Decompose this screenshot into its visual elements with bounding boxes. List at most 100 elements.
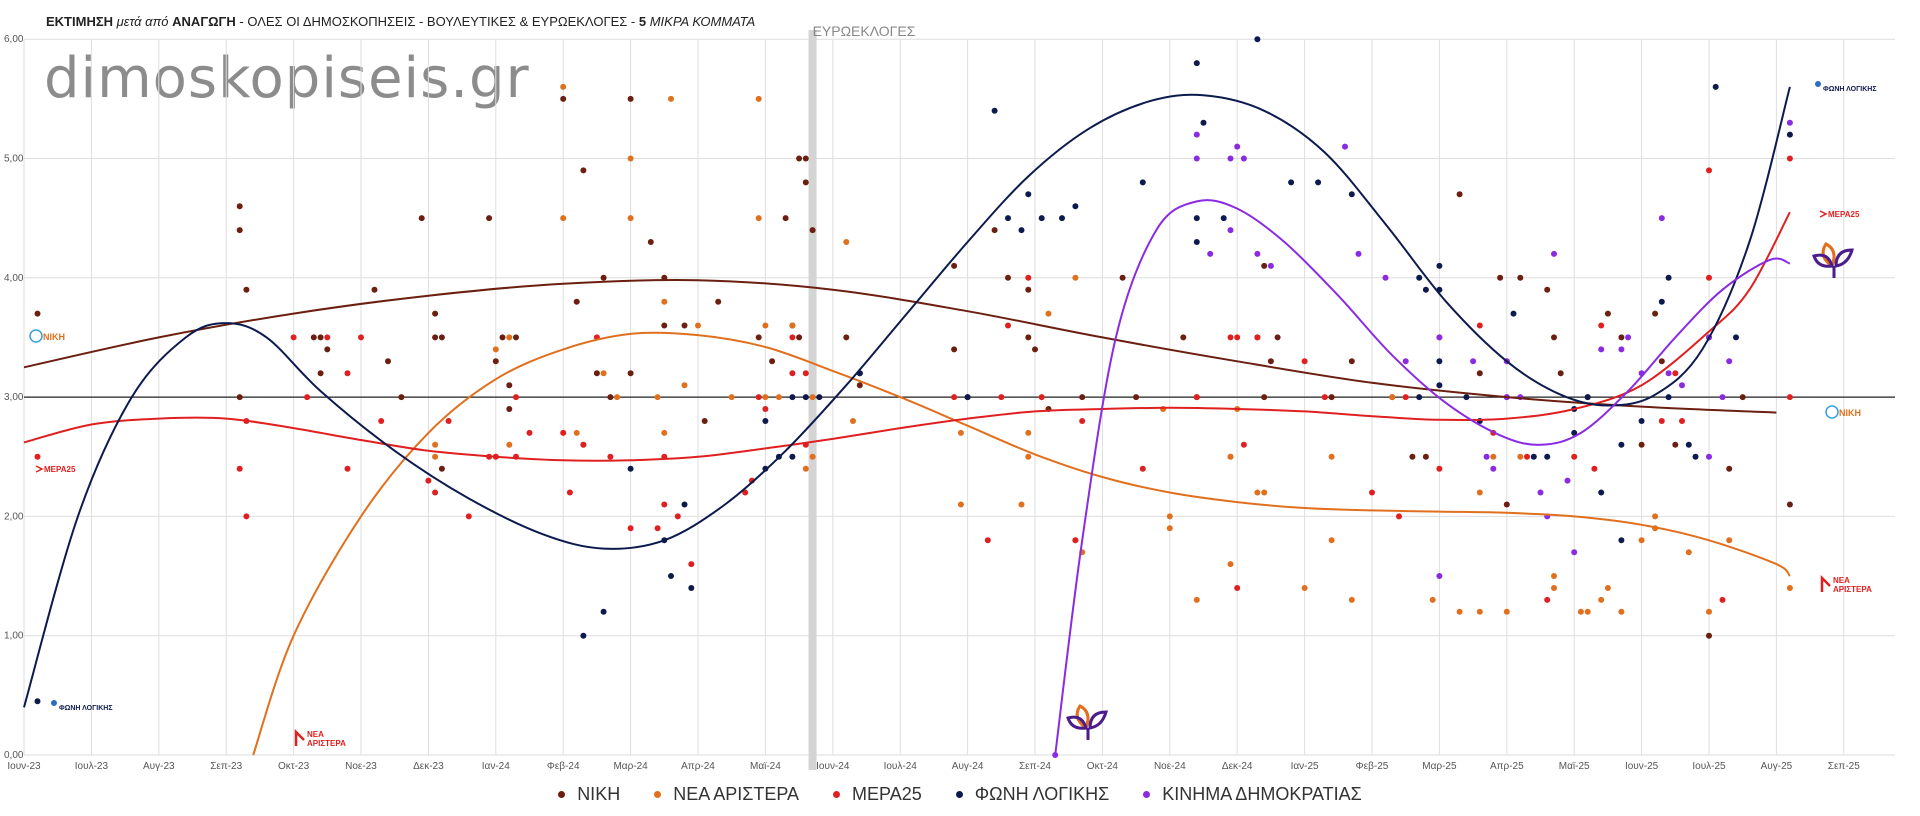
data-point-nea_aristera	[755, 95, 762, 102]
data-point-kinima	[1207, 250, 1214, 257]
data-point-mera25	[802, 370, 809, 377]
data-point-kinima	[1382, 274, 1389, 281]
foni-logikis-logo-icon	[51, 700, 57, 706]
data-point-kinima	[1625, 334, 1632, 341]
data-point-nea_aristera	[614, 394, 621, 401]
data-point-foni_logikis	[1618, 441, 1625, 448]
legend: ΝΙΚΗ ΝΕΑ ΑΡΙΣΤΕΡΑ ΜΕΡΑ25 ΦΩΝΗ ΛΟΓΙΚΗΣ ΚΙΝΗΜΑ…	[0, 780, 1920, 808]
kinima-logo-leaf-orange	[1075, 704, 1090, 731]
data-point-nea_aristera	[1598, 596, 1605, 603]
title-part-estimate: ΕΚΤΙΜΗΣΗ	[46, 14, 117, 29]
data-point-mera25	[661, 501, 668, 508]
data-point-niki	[506, 382, 513, 389]
data-point-nea_aristera	[1551, 585, 1557, 591]
data-point-foni_logikis	[1658, 298, 1665, 305]
data-point-mera25	[654, 525, 661, 532]
x-tick-label: Ιουν-24	[816, 761, 850, 772]
data-point-niki	[647, 239, 654, 245]
data-point-niki	[1261, 394, 1268, 401]
x-tick-label: Δεκ-24	[1222, 761, 1253, 772]
data-point-foni_logikis	[668, 573, 674, 579]
data-point-nea_aristera	[728, 394, 735, 401]
data-point-nea_aristera	[850, 418, 856, 424]
data-point-foni_logikis	[762, 465, 769, 472]
data-point-nea_aristera	[762, 394, 769, 401]
data-point-nea_aristera	[809, 394, 816, 401]
data-point-kinima	[1267, 262, 1274, 269]
legend-marker	[1143, 790, 1151, 798]
data-point-niki	[486, 215, 493, 222]
x-tick-label: Φεβ-24	[547, 761, 580, 772]
logo-foni-logikis-right: ΦΩΝΗ ΛΟΓΙΚΗΣ	[1815, 81, 1877, 93]
data-point-foni_logikis	[1733, 334, 1739, 341]
data-point-niki	[1348, 358, 1355, 365]
data-point-kinima	[1193, 155, 1200, 162]
data-point-mera25	[1193, 394, 1200, 401]
data-point-nea_aristera	[1456, 608, 1463, 615]
data-point-mera25	[1719, 596, 1726, 603]
data-point-niki	[769, 358, 776, 365]
data-point-mera25	[358, 334, 364, 341]
data-point-nea_aristera	[492, 346, 499, 353]
data-point-foni_logikis	[1193, 215, 1200, 222]
data-point-niki	[1274, 334, 1281, 341]
data-point-kinima	[1786, 119, 1793, 126]
data-point-kinima	[1234, 143, 1241, 150]
data-point-mera25	[1436, 465, 1443, 472]
data-point-mera25	[951, 394, 958, 401]
data-point-foni_logikis	[1618, 537, 1625, 544]
data-point-kinima	[1470, 358, 1477, 365]
chart-title: ΕΚΤΙΜΗΣΗ μετά από ΑΝΑΓΩΓΗ - ΟΛΕΣ ΟΙ ΔΗΜΟ…	[46, 14, 755, 29]
data-point-nea_aristera	[560, 215, 567, 222]
y-tick-label: 2,00	[4, 511, 24, 522]
legend-label: ΜΕΡΑ25	[852, 783, 922, 804]
x-tick-label: Ιουλ-23	[75, 761, 109, 772]
data-point-mera25	[344, 370, 351, 377]
data-point-mera25	[1476, 322, 1483, 329]
gridlines	[23, 38, 1895, 756]
data-point-foni_logikis	[1638, 418, 1645, 424]
data-point-mera25	[304, 394, 311, 401]
data-point-nea_aristera	[681, 382, 688, 389]
data-point-niki	[492, 358, 499, 365]
data-point-kinima	[1355, 250, 1362, 257]
data-point-niki	[438, 465, 445, 472]
data-point-niki	[573, 298, 580, 305]
y-tick-label: 4,00	[4, 273, 24, 284]
title-part-count: 5	[638, 14, 650, 29]
data-point-nea_aristera	[1072, 274, 1079, 281]
foni-logikis-logo-text: ΦΩΝΗ ΛΟΓΙΚΗΣ	[59, 705, 113, 712]
data-point-nea_aristera	[1517, 453, 1524, 460]
x-tick-label: Ιουλ-25	[1692, 761, 1726, 772]
data-point-mera25	[1591, 465, 1598, 472]
data-point-nea_aristera	[600, 370, 607, 377]
title-part-description: - ΟΛΕΣ ΟΙ ΔΗΜΟΣΚΟΠΗΣΕΙΣ - ΒΟΥΛΕΥΤΙΚΕΣ & …	[235, 14, 639, 29]
legend-label: ΝΕΑ ΑΡΙΣΤΕΡΑ	[673, 783, 800, 804]
nea-aristera-logo-icon	[294, 728, 305, 746]
data-point-niki	[1476, 370, 1483, 377]
data-point-mera25	[1301, 358, 1308, 365]
data-point-kinima	[1564, 477, 1571, 484]
data-point-kinima	[1571, 549, 1578, 556]
data-point-nea_aristera	[755, 215, 762, 222]
data-point-nea_aristera	[1254, 489, 1261, 496]
data-point-nea_aristera	[1652, 513, 1659, 520]
data-point-kinima	[1193, 131, 1200, 138]
x-tick-label: Ιουλ-24	[884, 761, 918, 772]
data-point-niki	[1180, 334, 1187, 341]
data-point-nea_aristera	[957, 429, 964, 436]
data-point-niki	[1638, 441, 1645, 448]
data-point-niki	[1497, 274, 1504, 281]
data-point-mera25	[1005, 322, 1011, 329]
data-point-niki	[1786, 501, 1793, 508]
data-point-nea_aristera	[802, 465, 809, 472]
data-point-niki	[1658, 358, 1665, 365]
data-point-nea_aristera	[1726, 537, 1733, 544]
trend-line-foni_logikis	[23, 86, 1791, 708]
niki-logo-text: ΝΙΚΗ	[1839, 408, 1861, 418]
x-tick-label: Ιουν-23	[7, 761, 41, 772]
data-point-foni_logikis	[1288, 179, 1295, 186]
data-point-niki	[1503, 501, 1510, 508]
